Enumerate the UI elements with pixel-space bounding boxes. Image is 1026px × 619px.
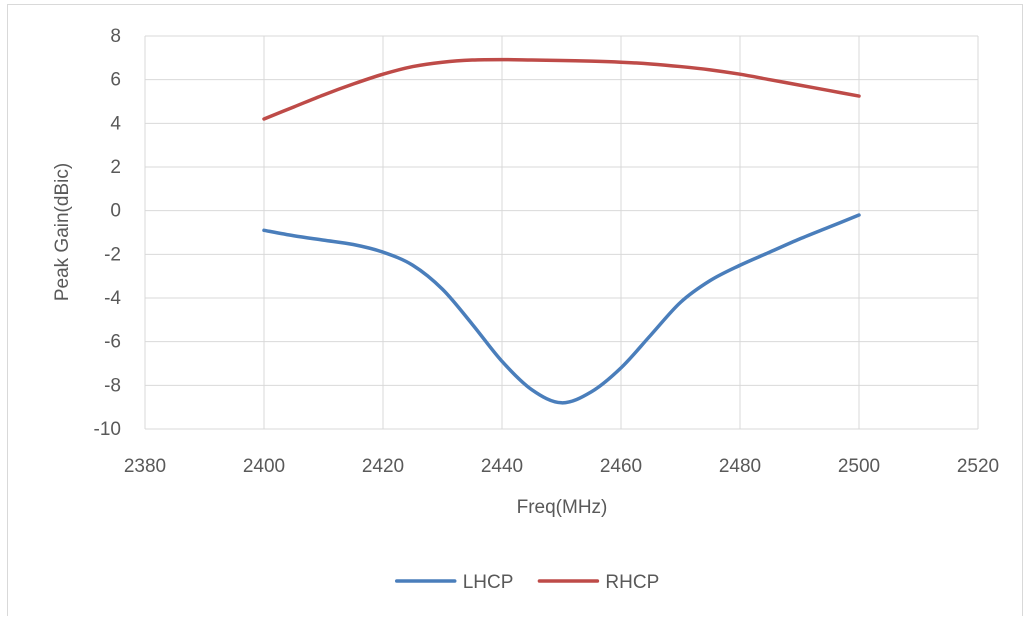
chart-frame: [7, 4, 1023, 616]
x-axis-title: Freq(MHz): [517, 497, 608, 518]
y-tick-label: -10: [94, 419, 121, 440]
legend-item-lhcp: LHCP: [394, 572, 514, 593]
legend-item-rhcp: RHCP: [537, 572, 659, 593]
x-tick-label: 2420: [362, 456, 404, 477]
y-tick-label: -8: [104, 375, 121, 396]
x-tick-label: 2520: [957, 456, 999, 477]
x-tick-label: 2400: [243, 456, 285, 477]
y-tick-label: -2: [104, 244, 121, 265]
y-tick-label: 6: [110, 70, 121, 91]
y-tick-label: 2: [110, 157, 121, 178]
tick-layer: -10 -8 -6 -4 -2 0 2 4 6 8 2380 2400 2420 2440 2460 2480…: [94, 26, 1000, 477]
x-tick-label: 2460: [600, 456, 642, 477]
legend: LHCP RHCP: [394, 572, 659, 593]
series-layer: [262, 57, 861, 405]
y-tick-label: 4: [110, 113, 121, 134]
y-tick-label: -4: [104, 288, 121, 309]
legend-label-lhcp: LHCP: [463, 572, 514, 593]
y-tick-label: -6: [104, 332, 121, 353]
x-tick-label: 2500: [838, 456, 880, 477]
x-tick-label: 2380: [124, 456, 166, 477]
grid-layer: [144, 35, 979, 430]
y-tick-label: 8: [110, 26, 121, 47]
y-axis-title: Peak Gain(dBic): [52, 163, 73, 301]
series-line-rhcp: [262, 57, 861, 121]
legend-label-rhcp: RHCP: [605, 572, 659, 593]
x-tick-label: 2440: [481, 456, 523, 477]
series-line-lhcp: [262, 213, 861, 405]
x-tick-label: 2480: [719, 456, 761, 477]
y-tick-label: 0: [110, 201, 121, 222]
